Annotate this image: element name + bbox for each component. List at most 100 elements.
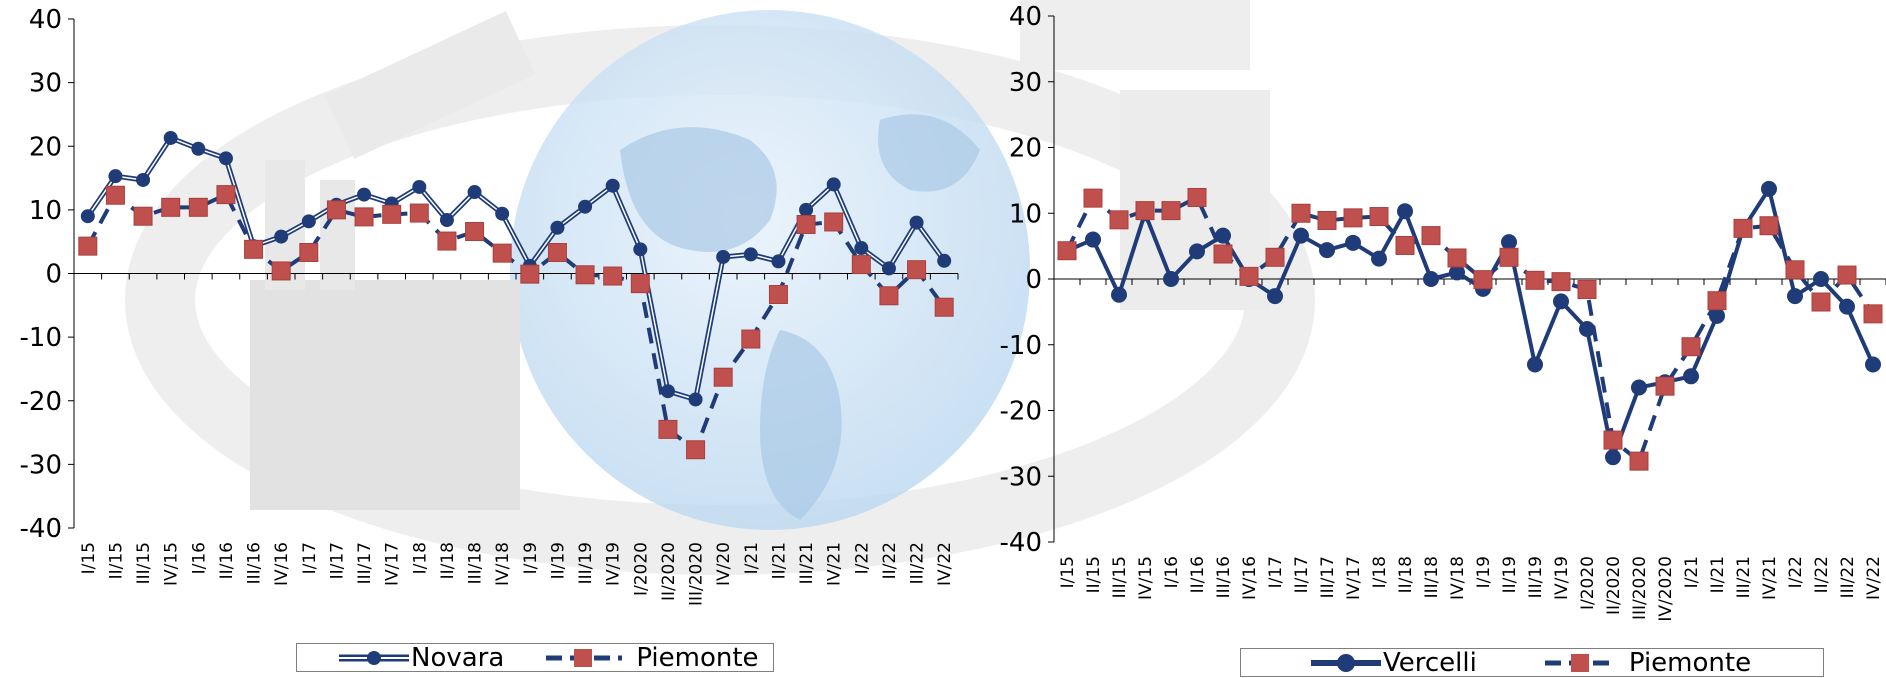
x-tick-label: III/21 xyxy=(1734,556,1754,598)
data-point-novara xyxy=(937,253,952,268)
legend-label-piemonte: Piemonte xyxy=(636,642,759,673)
data-point-novara xyxy=(274,229,289,244)
data-point-piemonte xyxy=(1577,280,1597,300)
x-tick-label: I/18 xyxy=(410,542,430,574)
data-point-novara xyxy=(412,179,427,194)
data-point-vercelli xyxy=(1527,356,1543,373)
data-point-vercelli xyxy=(1501,234,1517,251)
y-tick-label: 0 xyxy=(1025,265,1042,295)
x-tick-label: IV/2020 xyxy=(1656,556,1676,622)
data-point-piemonte xyxy=(437,231,457,251)
data-point-piemonte xyxy=(326,200,346,220)
data-point-piemonte xyxy=(409,203,429,223)
data-point-piemonte xyxy=(188,197,208,217)
data-point-piemonte xyxy=(575,265,595,285)
data-point-vercelli xyxy=(1163,271,1179,287)
data-point-novara xyxy=(771,254,786,269)
legend-swatch-solid-line-icon xyxy=(1311,653,1381,672)
x-tick-label: I/21 xyxy=(742,542,762,574)
data-point-vercelli xyxy=(1189,243,1205,260)
x-tick-label: III/18 xyxy=(1422,556,1442,598)
legend-item-piemonte: Piemonte xyxy=(544,642,759,673)
legend-label-vercelli: Vercelli xyxy=(1383,647,1477,678)
y-tick-label: 10 xyxy=(1009,199,1042,229)
data-point-piemonte xyxy=(851,255,871,275)
data-point-vercelli xyxy=(1293,227,1309,244)
data-point-vercelli xyxy=(1267,288,1283,305)
data-point-novara xyxy=(605,178,620,193)
data-point-novara xyxy=(716,249,731,264)
x-tick-label: IV/16 xyxy=(272,542,292,586)
series-line-piemonte xyxy=(86,191,946,453)
x-tick-label: IV/22 xyxy=(935,542,955,586)
data-point-novara xyxy=(633,242,648,257)
data-point-piemonte xyxy=(354,207,374,227)
data-point-novara xyxy=(191,141,206,156)
x-tick-label: III/16 xyxy=(245,542,265,584)
data-point-piemonte xyxy=(603,266,623,286)
data-point-novara xyxy=(881,261,896,276)
data-point-piemonte xyxy=(547,243,567,263)
data-point-vercelli xyxy=(1761,180,1777,197)
data-point-novara xyxy=(218,151,233,166)
series-line-novara-inner xyxy=(87,137,945,401)
x-tick-label: I/15 xyxy=(1058,556,1078,588)
ship-shape xyxy=(324,11,536,159)
x-tick-label: I/21 xyxy=(1682,556,1702,588)
x-tick-label: II/18 xyxy=(438,542,458,579)
data-point-novara xyxy=(743,247,758,262)
data-point-piemonte xyxy=(1473,270,1493,290)
data-point-piemonte xyxy=(1655,376,1675,396)
x-tick-label: IV/21 xyxy=(825,542,845,586)
data-point-piemonte xyxy=(1161,201,1181,221)
data-point-novara xyxy=(688,392,703,407)
x-tick-label: IV/19 xyxy=(1552,556,1572,600)
x-tick-label: II/16 xyxy=(1188,556,1208,593)
x-tick-label: I/2020 xyxy=(631,542,651,596)
data-point-novara xyxy=(909,215,924,230)
x-tick-label: IV/17 xyxy=(1344,556,1364,600)
data-point-piemonte xyxy=(161,197,181,217)
data-point-novara xyxy=(301,214,316,229)
x-tick-label: I/18 xyxy=(1370,556,1390,588)
x-tick-label: II/18 xyxy=(1396,556,1416,593)
legend-swatch-double-line-icon xyxy=(339,650,409,665)
data-point-vercelli xyxy=(1345,234,1361,251)
data-point-piemonte xyxy=(1135,201,1155,221)
data-point-novara xyxy=(163,130,178,145)
data-point-novara xyxy=(495,206,510,221)
x-tick-label: I/22 xyxy=(1786,556,1806,588)
x-tick-label: II/22 xyxy=(880,542,900,579)
legend-item-novara: Novara xyxy=(337,643,504,673)
data-point-novara xyxy=(660,384,675,399)
x-tick-label: III/15 xyxy=(134,542,154,584)
legend-label-piemonte-2: Piemonte xyxy=(1628,647,1752,678)
y-tick-label: -30 xyxy=(20,450,62,480)
data-point-novara xyxy=(578,199,593,214)
data-point-vercelli xyxy=(1865,356,1881,373)
data-point-piemonte xyxy=(630,274,650,294)
data-point-piemonte xyxy=(1733,218,1753,238)
data-point-novara xyxy=(357,187,372,202)
y-tick-label: 40 xyxy=(1009,2,1042,32)
data-point-vercelli xyxy=(1215,227,1231,244)
x-tick-label: IV/21 xyxy=(1760,556,1780,600)
legend-swatch-dashed-square-icon xyxy=(546,648,623,667)
legend-vercelli: Vercelli Piemonte xyxy=(1240,647,1824,678)
x-tick-label: II/17 xyxy=(1292,556,1312,593)
data-point-vercelli xyxy=(1111,286,1127,303)
x-tick-label: III/2020 xyxy=(1630,556,1650,620)
data-point-vercelli xyxy=(1787,288,1803,305)
x-tick-label: II/2020 xyxy=(659,542,679,601)
x-tick-label: IV/15 xyxy=(1136,556,1156,600)
data-point-vercelli xyxy=(1683,368,1699,385)
data-point-piemonte xyxy=(1317,210,1337,230)
data-point-novara xyxy=(439,213,454,228)
x-tick-label: I/19 xyxy=(521,542,541,574)
data-point-piemonte xyxy=(1109,210,1129,230)
data-point-piemonte xyxy=(1369,207,1389,227)
x-tick-label: IV/19 xyxy=(604,542,624,586)
x-tick-label: III/18 xyxy=(466,542,486,584)
data-point-piemonte xyxy=(1707,291,1727,311)
data-point-piemonte xyxy=(1863,304,1883,324)
